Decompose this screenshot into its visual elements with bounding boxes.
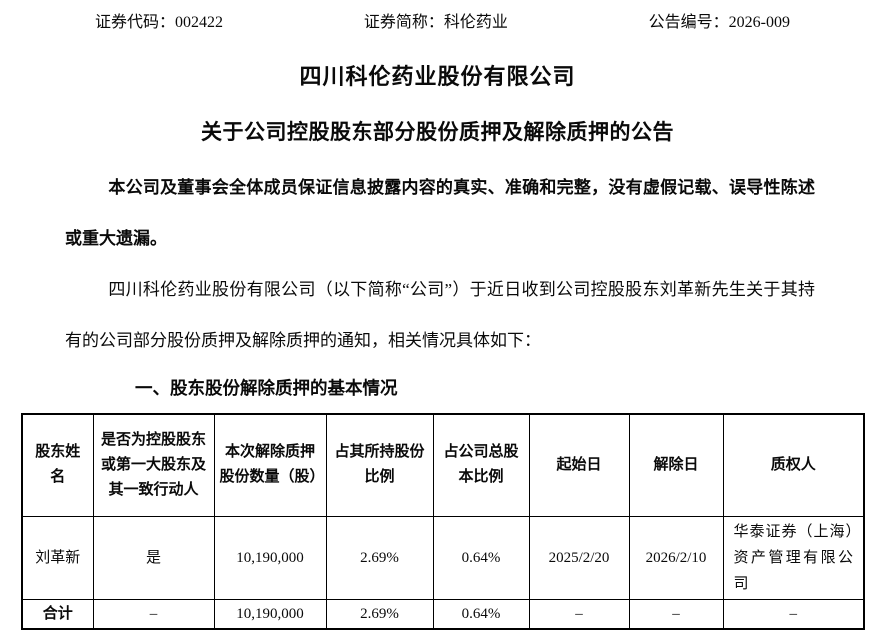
cell-total-pct-of-holdings: 2.69% bbox=[325, 598, 434, 629]
table-row-shareholder: 刘革新 是 10,190,000 2.69% 0.64% 2025/2/20 2… bbox=[21, 515, 865, 600]
cell-total-pledgee: – bbox=[722, 598, 865, 629]
header-release-date: 解除日 bbox=[628, 413, 724, 517]
company-title: 四川科伦药业股份有限公司 bbox=[299, 64, 576, 89]
cell-release-date: 2026/2/10 bbox=[628, 515, 724, 600]
section-heading: 一、股东股份解除质押的基本情况 bbox=[135, 378, 398, 398]
cell-shareholder-name: 刘革新 bbox=[21, 515, 94, 600]
cell-total-pct-of-total: 0.64% bbox=[432, 598, 530, 629]
pledge-release-table: 股东姓名 是否为控股股东或第一大股东及其一致行动人 本次解除质押股份数量（股） … bbox=[21, 413, 865, 630]
header-pct-of-holdings: 占其所持股份比例 bbox=[325, 413, 434, 517]
cell-pct-of-total: 0.64% bbox=[432, 515, 530, 600]
announcement-title: 关于公司控股股东部分股份质押及解除质押的公告 bbox=[201, 120, 674, 144]
cell-controlling-status: 是 bbox=[92, 515, 215, 600]
table-row-total: 合计 – 10,190,000 2.69% 0.64% – – – bbox=[21, 598, 865, 629]
header-released-shares: 本次解除质押股份数量（股） bbox=[213, 413, 327, 517]
disclaimer-paragraph: 本公司及董事会全体成员保证信息披露内容的真实、准确和完整，没有虚假记载、误导性陈… bbox=[65, 178, 815, 248]
cell-pct-of-holdings: 2.69% bbox=[325, 515, 434, 600]
header-pct-of-total: 占公司总股本比例 bbox=[432, 413, 530, 517]
document-meta-bar: 证券代码：002422 证券简称：科伦药业 公告编号：2026-009 bbox=[0, 0, 875, 34]
cell-total-released-shares: 10,190,000 bbox=[213, 598, 327, 629]
cell-pledgee: 华泰证券（上海）资产管理有限公司 bbox=[722, 515, 865, 600]
announcement-number: 公告编号：2026-009 bbox=[648, 14, 790, 31]
cell-total-label: 合计 bbox=[21, 598, 94, 629]
cell-total-start-date: – bbox=[528, 598, 630, 629]
cell-total-release-date: – bbox=[628, 598, 724, 629]
cell-released-shares: 10,190,000 bbox=[213, 515, 327, 600]
document-body: 本公司及董事会全体成员保证信息披露内容的真实、准确和完整，没有虚假记载、误导性陈… bbox=[65, 162, 815, 403]
cell-total-controlling-status: – bbox=[92, 598, 215, 629]
header-start-date: 起始日 bbox=[528, 413, 630, 517]
header-pledgee: 质权人 bbox=[722, 413, 865, 517]
header-shareholder-name: 股东姓名 bbox=[21, 413, 94, 517]
stock-name: 证券简称：科伦药业 bbox=[363, 14, 508, 31]
table-header-row: 股东姓名 是否为控股股东或第一大股东及其一致行动人 本次解除质押股份数量（股） … bbox=[21, 413, 865, 517]
cell-start-date: 2025/2/20 bbox=[528, 515, 630, 600]
intro-paragraph: 四川科伦药业股份有限公司（以下简称“公司”）于近日收到公司控股股东刘革新先生关于… bbox=[65, 280, 815, 350]
stock-code: 证券代码：002422 bbox=[95, 14, 224, 31]
header-controlling-status: 是否为控股股东或第一大股东及其一致行动人 bbox=[92, 413, 215, 517]
